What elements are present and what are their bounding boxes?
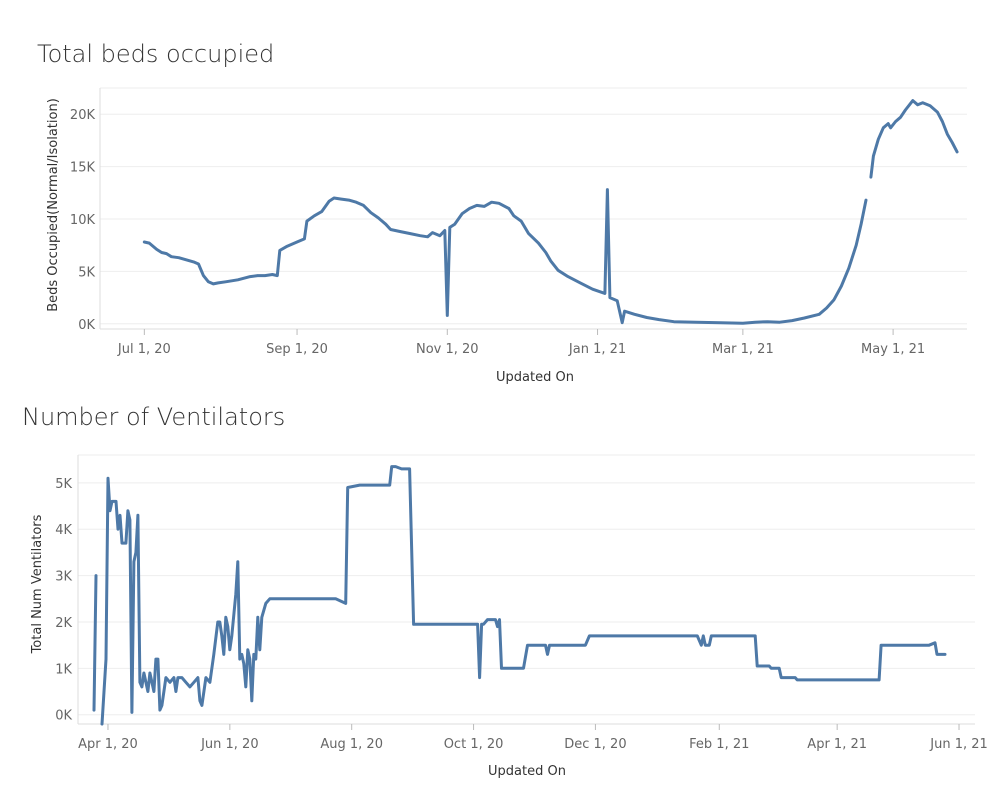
- ventilators-x-tick-label: Oct 1, 20: [444, 737, 504, 752]
- ventilators-y-tick-label: 3K: [55, 570, 72, 585]
- beds-y-tick-label: 20K: [70, 108, 96, 123]
- beds-y-tick-label: 15K: [70, 161, 96, 176]
- ventilators-x-axis: Apr 1, 20 Jun 1, 20 Aug 1, 20 Oct 1, 20 Dec …: [78, 724, 988, 752]
- ventilators-y-tick-label: 2K: [55, 616, 72, 631]
- beds-y-axis: 0K 5K 10K 15K 20K: [70, 108, 96, 333]
- beds-x-tick-label: Jul 1, 20: [117, 342, 171, 357]
- ventilators-x-tick-label: Jun 1, 20: [200, 737, 259, 752]
- ventilators-x-tick-label: Jun 1, 21: [929, 737, 988, 752]
- beds-x-tick-label: Mar 1, 21: [712, 342, 774, 357]
- ventilators-grid: [77, 454, 975, 725]
- ventilators-x-tick-label: Apr 1, 20: [78, 737, 138, 752]
- beds-y-tick-label: 5K: [78, 265, 95, 280]
- ventilators-y-tick-label: 4K: [55, 523, 72, 538]
- beds-series: [142, 99, 959, 325]
- beds-x-axis: Jul 1, 20 Sep 1, 20 Nov 1, 20 Jan 1, 21 Mar …: [117, 329, 925, 357]
- ventilators-x-tick-label: Aug 1, 20: [320, 737, 383, 752]
- ventilators-x-axis-title: Updated On: [488, 764, 566, 779]
- beds-y-axis-title: Beds Occupied(Normal/Isolation): [46, 98, 61, 312]
- beds-y-tick-label: 10K: [70, 213, 96, 228]
- ventilators-y-tick-label: 0K: [55, 709, 72, 724]
- beds-occupied-chart: 0K 5K 10K 15K 20K Jul 1, 20 Sep 1, 20 Nov 1, 2…: [46, 87, 967, 385]
- beds-chart-title: Total beds occupied: [37, 40, 275, 68]
- beds-x-tick-label: Sep 1, 20: [266, 342, 328, 357]
- beds-x-axis-title: Updated On: [496, 370, 574, 385]
- ventilators-x-tick-label: Apr 1, 21: [807, 737, 867, 752]
- ventilators-y-tick-label: 1K: [55, 662, 72, 677]
- beds-y-tick-label: 0K: [78, 318, 95, 333]
- ventilators-y-tick-label: 5K: [55, 477, 72, 492]
- ventilators-series: [92, 465, 947, 726]
- beds-grid: [99, 87, 967, 330]
- ventilators-x-tick-label: Feb 1, 21: [689, 737, 749, 752]
- ventilators-y-axis: 0K 1K 2K 3K 4K 5K: [55, 477, 72, 724]
- beds-series-line: [142, 99, 959, 325]
- ventilators-series-line: [92, 465, 947, 726]
- ventilators-y-axis-title: Total Num Ventilators: [30, 514, 45, 654]
- beds-x-tick-label: May 1, 21: [861, 342, 925, 357]
- ventilators-chart-title: Number of Ventilators: [22, 403, 286, 431]
- beds-x-tick-label: Nov 1, 20: [416, 342, 479, 357]
- ventilators-x-tick-label: Dec 1, 20: [564, 737, 626, 752]
- beds-x-tick-label: Jan 1, 21: [568, 342, 626, 357]
